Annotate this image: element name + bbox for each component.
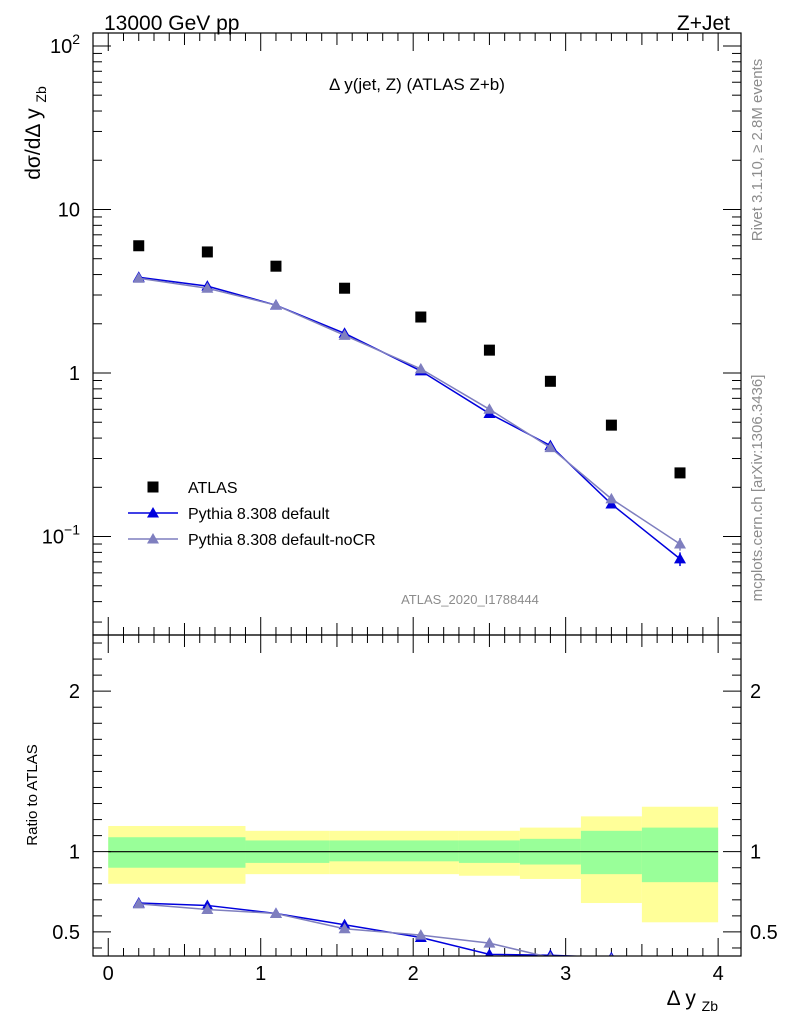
legend-marker [147, 507, 159, 518]
header-left-label: 13000 GeV pp [104, 12, 239, 35]
ratio-uncertainty-bands [108, 806, 719, 923]
ratio-point [269, 907, 282, 918]
x-axis-label: Δ y Zb [667, 987, 719, 1014]
atlas-point [270, 260, 282, 272]
main-y-axis-label: dσ/dΔ y Zb [22, 86, 49, 180]
atlas-point [133, 240, 145, 252]
x-tick-labels: 0 1 2 3 4 [103, 963, 724, 985]
ratio-axis-ticks [93, 635, 741, 956]
atlas-point [415, 311, 427, 323]
ratio-y-tick-label-right: 1 [750, 842, 761, 864]
ratio-y-tick-label-left: 2 [69, 681, 80, 703]
legend-label: ATLAS [188, 480, 238, 497]
ratio-series-line [138, 903, 547, 956]
ratio-series-pythia-8-308-default-nocr [132, 897, 613, 956]
mc-point [674, 538, 687, 549]
atlas-point [201, 246, 213, 258]
ratio-frame [92, 634, 742, 957]
series-atlas [133, 240, 686, 479]
atlas-point [483, 344, 495, 356]
main-y-tick-labels: 10−1 1 10 102 [42, 31, 80, 549]
mc-point [544, 441, 557, 453]
ratio-point [414, 929, 427, 940]
mc-point [338, 329, 351, 340]
mc-point [483, 403, 496, 414]
series-line [138, 277, 681, 545]
main-axis-ticks [93, 33, 741, 635]
mc-point [132, 272, 145, 283]
main-y-tick-label: 10−1 [42, 522, 80, 549]
main-y-tick-label: 10 [58, 199, 80, 221]
header-right-label: Z+Jet [677, 12, 730, 35]
x-tick-label: 1 [255, 963, 266, 985]
x-tick-label: 0 [103, 963, 114, 985]
ratio-point [485, 948, 494, 956]
mc-point [414, 362, 427, 374]
main-panel: 10−1 1 10 102 Δ y(jet, Z) (ATLAS Z+b) dσ/dΔ… [22, 31, 742, 636]
ratio-y-axis-label: Ratio to ATLAS [24, 744, 41, 845]
x-tick-label: 2 [408, 963, 419, 985]
x-tick-label: 3 [560, 963, 571, 985]
ratio-panel: 0.5 0.5 1 1 2 2 0 1 2 3 4 Ratio to ATLAS Δ y Zb [24, 634, 778, 1014]
legend: ATLAS Pythia 8.308 default Pythia 8.308 de… [128, 480, 376, 549]
ratio-y-tick-labels: 0.5 0.5 1 1 2 2 [52, 681, 778, 944]
mcplots-label: mcplots.cern.ch [arXiv:1306.3436] [749, 375, 766, 602]
chart-title: Δ y(jet, Z) (ATLAS Z+b) [329, 75, 505, 94]
x-tick-label: 4 [713, 963, 724, 985]
ratio-series-pythia-8-308-default [132, 897, 614, 956]
ratio-y-tick-label-right: 2 [750, 681, 761, 703]
series-pythia-8-308-default-nocr [132, 272, 687, 551]
mc-point [269, 299, 282, 310]
main-data-marks [132, 240, 687, 567]
legend-label: Pythia 8.308 default-noCR [188, 532, 376, 549]
main-y-tick-label: 102 [50, 31, 80, 58]
ratio-point [483, 937, 496, 948]
mc-point [674, 552, 687, 564]
mc-point [605, 492, 618, 504]
legend-marker [147, 533, 159, 544]
ratio-point [201, 903, 214, 914]
mc-point [201, 282, 214, 293]
ratio-point [338, 922, 351, 934]
legend-marker [147, 481, 159, 493]
inner-band [641, 827, 719, 883]
ratio-data-marks [132, 897, 614, 956]
analysis-id: ATLAS_2020_I1788444 [401, 592, 539, 607]
ratio-y-tick-label-right: 0.5 [750, 922, 778, 944]
atlas-point [674, 467, 686, 479]
rivet-label: Rivet 3.1.10, ≥ 2.8M events [749, 59, 766, 242]
ratio-point [608, 951, 614, 956]
main-y-tick-label: 1 [69, 363, 80, 385]
legend-label: Pythia 8.308 default [188, 506, 330, 523]
atlas-point [605, 419, 617, 431]
ratio-point [547, 951, 553, 956]
ratio-y-tick-label-left: 0.5 [52, 922, 80, 944]
inner-band [329, 840, 459, 862]
ratio-y-tick-label-left: 1 [69, 842, 80, 864]
atlas-point [339, 282, 351, 294]
inner-band [580, 830, 642, 875]
ratio-point [132, 897, 145, 909]
ratio-point [609, 953, 613, 956]
atlas-point [544, 375, 556, 387]
inner-band [108, 837, 246, 868]
